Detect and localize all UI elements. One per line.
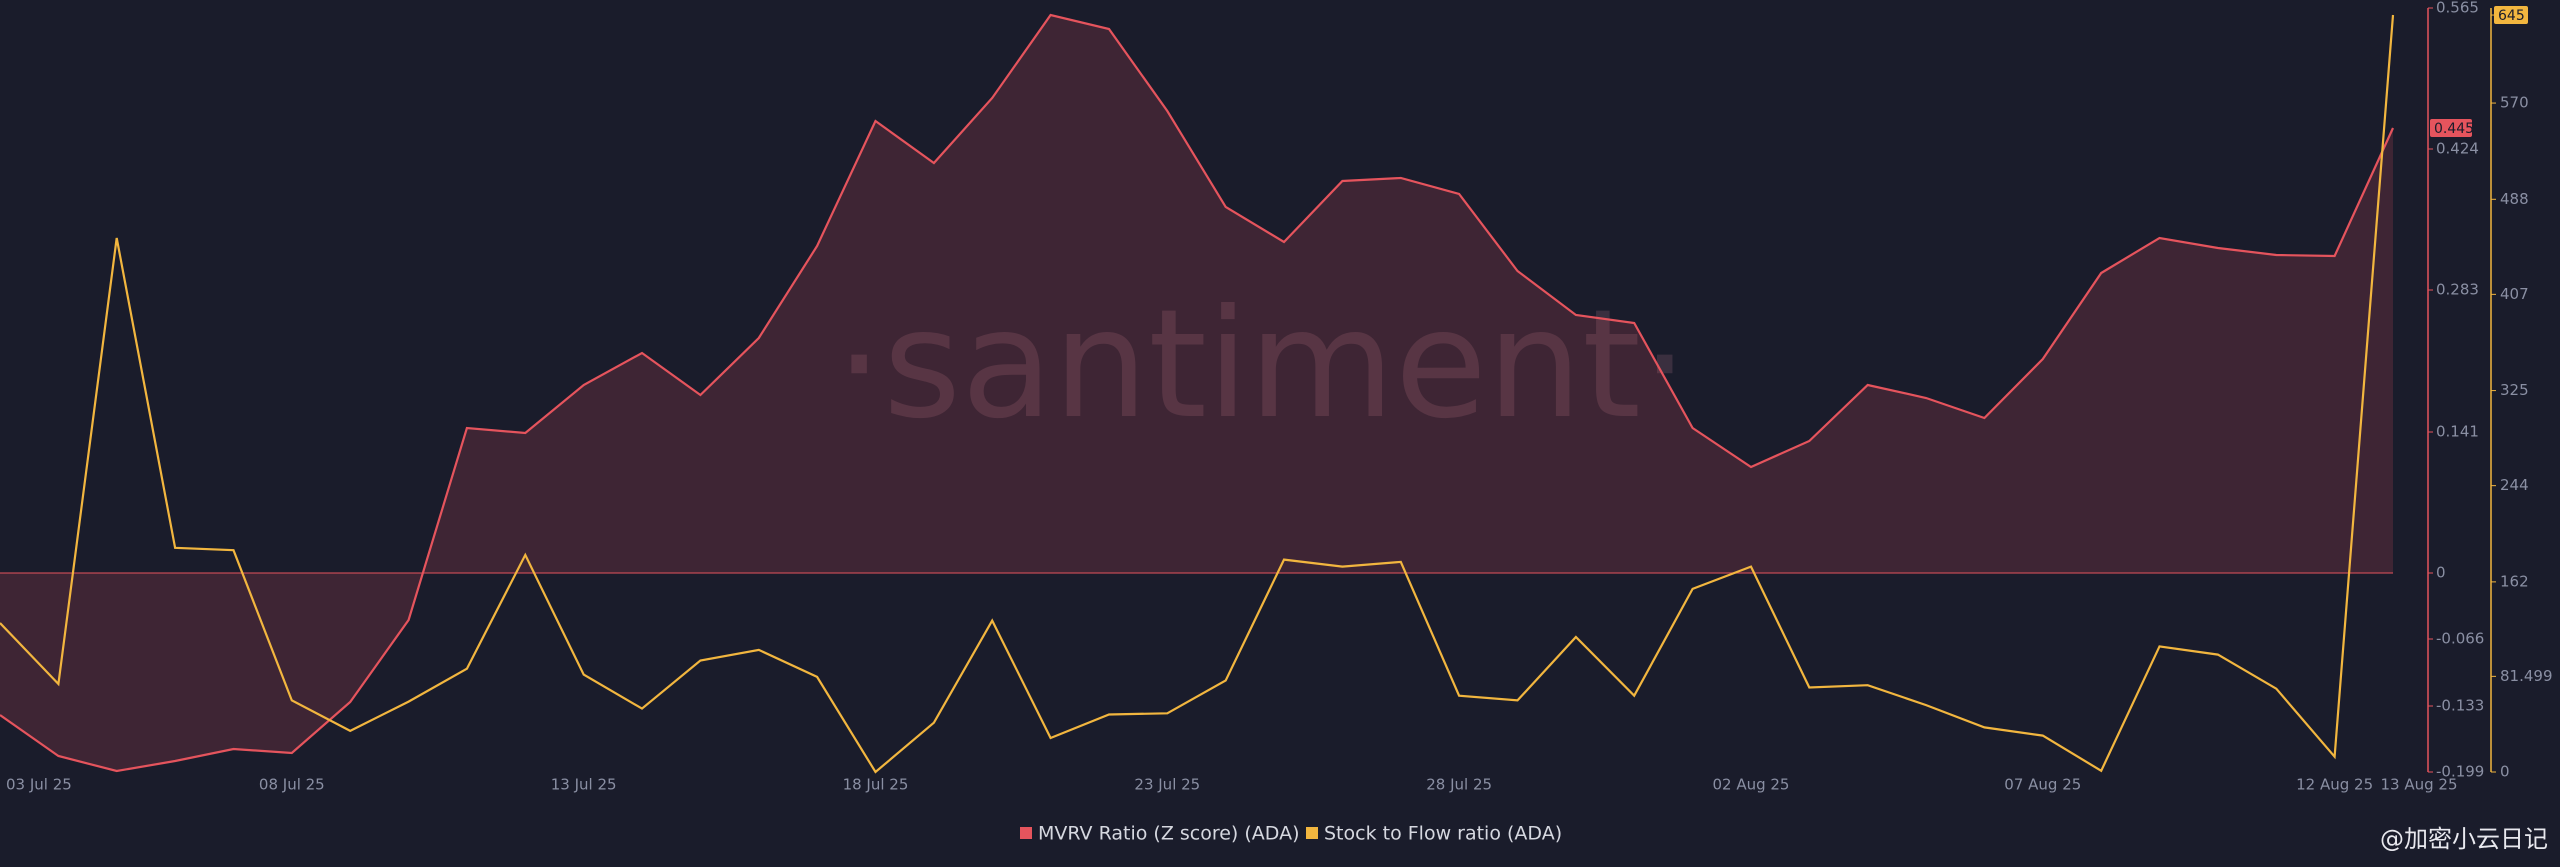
line	[0, 13, 2395, 773]
legend-label: Stock to Flow ratio (ADA)	[1324, 823, 1562, 845]
value-badge	[2494, 6, 2528, 25]
x-tick-label: 28 Jul 25	[1426, 776, 1492, 794]
y-tick-label: -0.133	[2436, 697, 2484, 715]
x-tick-label: 18 Jul 25	[843, 776, 909, 794]
footer: @加密小云日记	[2380, 825, 2548, 853]
y2-tick-label: 81.499	[2500, 667, 2553, 685]
legend-label: MVRV Ratio (Z score) (ADA)	[1038, 823, 1300, 845]
value-badge-label: 0.445	[2434, 121, 2474, 137]
y-tick-label: 0.283	[2436, 281, 2479, 299]
area	[0, 15, 2393, 771]
x-tick-label: 12 Aug 25	[2296, 776, 2373, 794]
x-tick-label: 13 Jul 25	[551, 776, 617, 794]
legend-swatch	[1020, 827, 1032, 839]
y-tick-label: 0.424	[2436, 140, 2479, 158]
y2-tick-label: 244	[2500, 476, 2529, 494]
x-tick-label: 07 Aug 25	[2004, 776, 2081, 794]
y-tick-label: 0.141	[2436, 423, 2479, 441]
y2-tick-label: 325	[2500, 381, 2529, 399]
x-tick-label: 23 Jul 25	[1134, 776, 1200, 794]
y2-tick-label: 570	[2500, 94, 2529, 112]
value-badge	[2430, 119, 2472, 137]
value-badge-label: 645	[2498, 8, 2525, 24]
y2-tick-label: 162	[2500, 572, 2529, 590]
legend-swatch	[1306, 827, 1318, 839]
y-tick-label: -0.199	[2436, 763, 2484, 781]
y2-tick-label: 407	[2500, 285, 2529, 303]
x-tick-label: 02 Aug 25	[1712, 776, 1789, 794]
x-tick-label: 13 Aug 25	[2381, 776, 2458, 794]
y-tick-label: 0.565	[2436, 0, 2479, 17]
y2-tick-label: 0	[2500, 763, 2510, 781]
y-tick-label: 0	[2436, 564, 2446, 582]
x-tick-label: 03 Jul 25	[6, 776, 72, 794]
watermark: ·santiment·	[835, 278, 1688, 452]
line	[0, 14, 2395, 774]
y2-tick-label: 488	[2500, 190, 2529, 208]
x-tick-label: 08 Jul 25	[259, 776, 325, 794]
y-tick-label: -0.066	[2436, 630, 2484, 648]
